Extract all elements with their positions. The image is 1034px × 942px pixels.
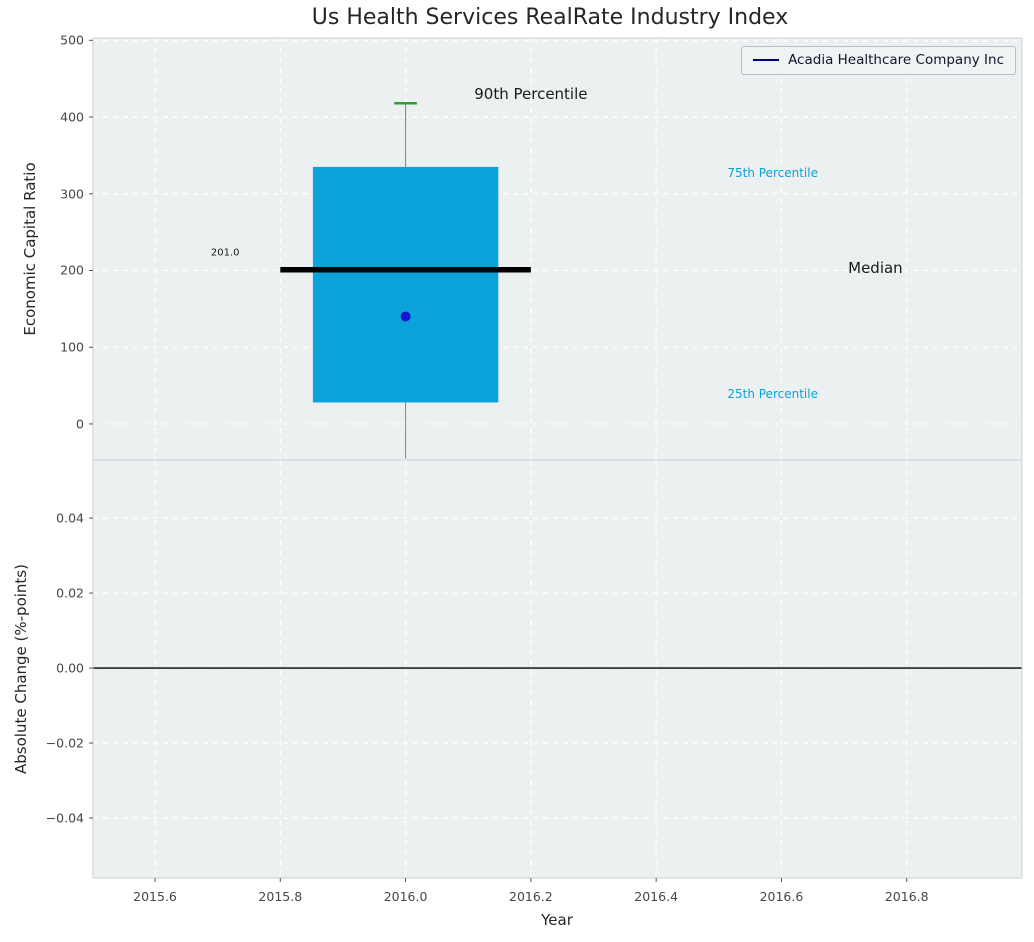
top-axes-bg bbox=[93, 38, 1022, 460]
legend-line-swatch bbox=[753, 59, 780, 61]
y-axis-label-bottom: Absolute Change (%-points) bbox=[12, 564, 30, 774]
bottom-axes-border bbox=[92, 459, 1023, 879]
x-axis-label: Year bbox=[541, 911, 573, 929]
y-axis-label-top: Economic Capital Ratio bbox=[21, 162, 39, 336]
company-point bbox=[400, 311, 411, 322]
box-iqr bbox=[312, 166, 499, 403]
legend-label: Acadia Healthcare Company Inc bbox=[788, 52, 1004, 68]
legend: Acadia Healthcare Company Inc bbox=[741, 46, 1016, 75]
bottom-axes-bg bbox=[93, 460, 1022, 878]
chart-title: Us Health Services RealRate Industry Ind… bbox=[311, 5, 789, 30]
